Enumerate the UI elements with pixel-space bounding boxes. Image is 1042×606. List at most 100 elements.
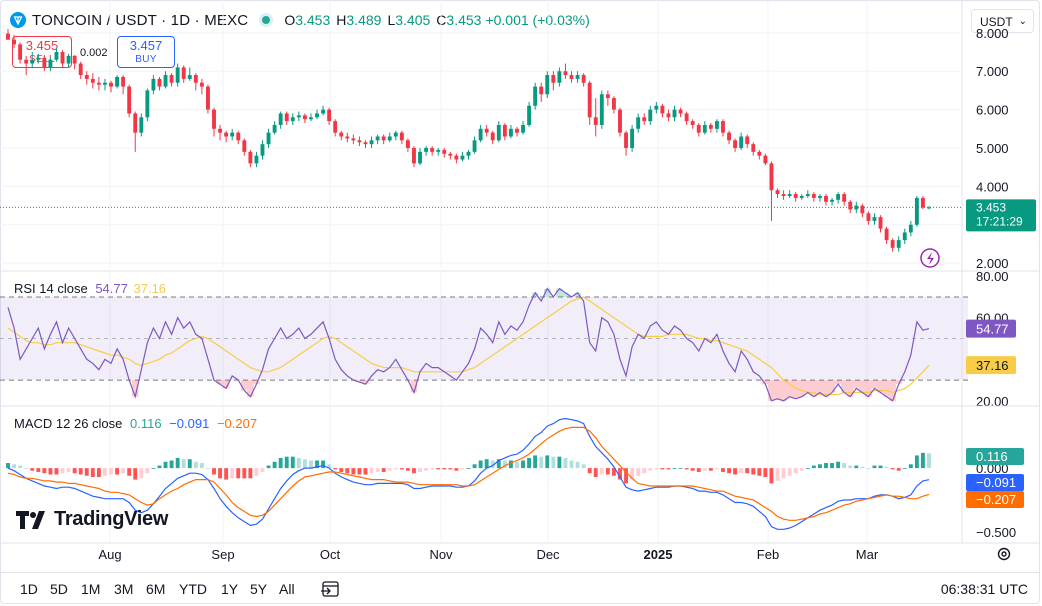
macd-histogram-bar xyxy=(157,465,162,469)
timeframe-all[interactable]: All xyxy=(279,581,295,597)
candle-up xyxy=(599,94,604,125)
timeframe-5y[interactable]: 5Y xyxy=(250,581,268,597)
candle-down xyxy=(381,136,386,141)
candle-up xyxy=(418,151,422,164)
gear-icon[interactable] xyxy=(996,546,1012,562)
candle-down xyxy=(454,155,459,160)
timeframe-5d[interactable]: 5D xyxy=(50,581,68,597)
ton-diamond-icon xyxy=(10,12,26,28)
macd-histogram-bar xyxy=(581,464,586,469)
candle-down xyxy=(327,109,332,122)
rsi-oversold-fill xyxy=(131,380,902,401)
candle-down xyxy=(199,82,204,87)
candle-up xyxy=(817,195,822,198)
macd-histogram-bar xyxy=(381,468,386,472)
macd-histogram-bar xyxy=(6,463,10,469)
candle-down xyxy=(745,136,750,145)
macd-histogram-bar xyxy=(721,468,725,472)
candle-down xyxy=(751,144,756,152)
candle-down xyxy=(581,75,586,83)
chart-canvas[interactable]: 8.0007.0006.0005.0004.0002.0003.45317:21… xyxy=(0,0,1042,572)
tradingview-logo[interactable]: TradingView xyxy=(16,508,168,531)
macd-histogram-bar xyxy=(587,468,592,474)
signal-value-text: −0.207 xyxy=(976,492,1016,507)
candle-down xyxy=(642,117,647,122)
timeframe-3m[interactable]: 3M xyxy=(114,581,134,597)
candle-down xyxy=(569,75,574,79)
macd-histogram-bar xyxy=(751,468,756,475)
timeframe-1d[interactable]: 1D xyxy=(20,581,38,597)
candle-up xyxy=(466,151,471,156)
macd-histogram-bar xyxy=(375,468,380,472)
candle-down xyxy=(775,190,780,195)
macd-histogram-bar xyxy=(405,468,410,471)
timeframe-6m[interactable]: 6M xyxy=(146,581,166,597)
candle-down xyxy=(72,55,77,64)
compare-icon[interactable] xyxy=(320,579,342,599)
macd-histogram-bar xyxy=(817,464,822,469)
candle-up xyxy=(278,113,283,125)
candle-up xyxy=(872,217,877,221)
low-key: L xyxy=(387,12,396,28)
candle-up xyxy=(902,232,907,241)
time-axis: Aug Sep Oct Nov Dec 2025 Feb Mar xyxy=(98,547,878,562)
macd-histogram-bar xyxy=(502,460,507,469)
candle-down xyxy=(811,194,816,198)
timeframe-ytd[interactable]: YTD xyxy=(179,581,207,597)
high-value: 3.489 xyxy=(346,12,382,28)
macd-histogram-bar xyxy=(466,468,471,469)
macd-histogram-bar xyxy=(708,468,713,471)
price-pane: 8.0007.0006.0005.0004.0002.0003.45317:21… xyxy=(0,0,1040,272)
candle-down xyxy=(763,155,768,164)
macd-histogram-bar xyxy=(412,468,416,474)
candle-down xyxy=(42,57,47,68)
candle-up xyxy=(290,117,295,122)
macd-histogram-bar xyxy=(103,468,107,476)
candle-down xyxy=(399,132,404,141)
macd-histogram-bar xyxy=(927,453,931,469)
candle-up xyxy=(908,224,913,233)
macd-histogram-bar xyxy=(648,468,653,471)
symbol-title[interactable]: TONCOIN / USDT · 1D · MEXC xyxy=(32,11,249,29)
price-tick-label: 6.000 xyxy=(976,103,1009,118)
candle-down xyxy=(284,113,289,122)
clock[interactable]: 06:38:31 UTC xyxy=(940,581,1028,597)
buy-button[interactable]: 3.457 BUY xyxy=(117,36,175,68)
rsi-legend[interactable]: RSI 14 close 54.77 37.16 xyxy=(14,281,166,296)
macd-histogram-bar xyxy=(266,465,271,469)
time-tick-label: 2025 xyxy=(644,547,673,562)
candle-down xyxy=(157,78,162,87)
timeframe-1m[interactable]: 1M xyxy=(81,581,101,597)
macd-legend[interactable]: MACD 12 26 close 0.116 −0.091 −0.207 xyxy=(14,416,257,431)
rsi-value-text: 54.77 xyxy=(976,322,1009,337)
macd-histogram-bar xyxy=(212,468,216,475)
timeframe-1y[interactable]: 1Y xyxy=(221,581,239,597)
macd-histogram-bar xyxy=(472,464,477,469)
macd-histogram-bar xyxy=(42,468,47,474)
macd-histogram-bar xyxy=(551,456,556,469)
currency-select[interactable]: USDT ⌄ xyxy=(971,9,1034,33)
macd-histogram-bar xyxy=(811,465,816,469)
macd-histogram-bar xyxy=(272,461,277,469)
macd-histogram-bar xyxy=(260,468,265,472)
tradingview-wordmark: TradingView xyxy=(54,508,169,530)
candle-up xyxy=(139,117,144,133)
rsi-tick-label: 80.00 xyxy=(976,269,1009,284)
macd-histogram-bar xyxy=(248,468,253,479)
candle-down xyxy=(109,82,113,87)
candle-down xyxy=(696,124,701,133)
candle-down xyxy=(842,194,847,202)
macd-histogram-bar xyxy=(387,468,392,471)
price-tick-label: 4.000 xyxy=(976,179,1009,194)
macd-histogram-bar xyxy=(121,468,126,474)
macd-line-value-label xyxy=(966,474,1024,491)
macd-histogram-bar xyxy=(284,456,289,469)
candle-up xyxy=(254,155,259,164)
macd-histogram-bar xyxy=(739,468,744,474)
candle-up xyxy=(151,78,156,91)
macd-histogram-bar xyxy=(533,455,538,469)
candle-up xyxy=(896,240,901,248)
candle-up xyxy=(472,140,477,152)
macd-histogram-bar xyxy=(775,468,780,481)
candle-up xyxy=(48,59,53,68)
